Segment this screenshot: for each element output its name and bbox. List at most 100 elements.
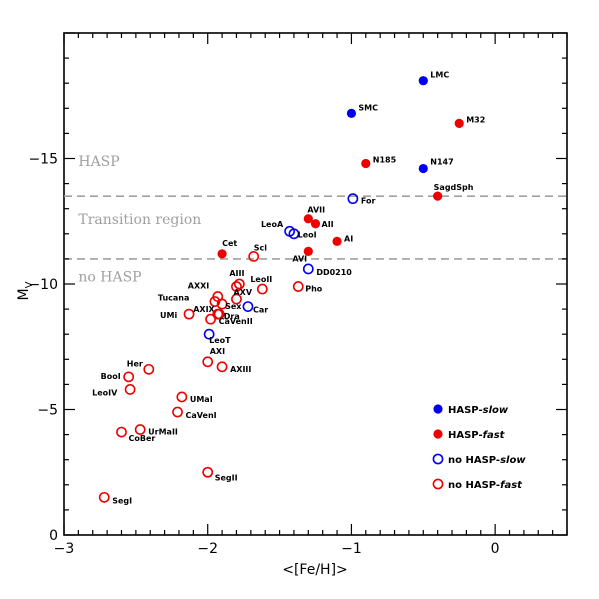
y-axis-title: MV <box>16 281 35 300</box>
point-aiii <box>233 278 245 290</box>
point-sagdsph <box>433 191 443 201</box>
y-axis-title-sub: V <box>24 281 35 288</box>
x-tick-label: 0 <box>491 541 500 557</box>
point-avii <box>303 214 313 224</box>
point-leot <box>203 328 215 340</box>
point-label-dra: Dra <box>224 312 240 321</box>
legend-marker-0 <box>433 404 443 414</box>
point-n147 <box>418 163 428 174</box>
point-label-pho: Pho <box>305 285 323 294</box>
legend-marker-3 <box>432 478 444 490</box>
x-tick-label: −2 <box>197 541 218 557</box>
point-umai <box>176 391 188 403</box>
point-caveni <box>172 406 183 418</box>
point-label-cavenii: CaVenII <box>219 317 253 326</box>
point-n185 <box>361 158 371 169</box>
point-for <box>347 193 359 205</box>
point-umi <box>183 308 195 320</box>
legend-label-1: HASP-fast <box>448 430 506 441</box>
point-sex <box>216 298 228 310</box>
y-tick-label: −5 <box>37 403 58 419</box>
point-label-axv: AXV <box>233 288 252 297</box>
point-label-axxi: AXXI <box>188 282 210 291</box>
legend-label-2: no HASP-slow <box>448 455 526 466</box>
point-her <box>143 363 155 375</box>
y-tick-label: −15 <box>28 152 58 168</box>
point-label-cet: Cet <box>222 239 237 248</box>
point-label-urmaii: UrMaII <box>148 428 178 437</box>
point-label-segi: SegI <box>112 496 132 505</box>
data-points: LMC SMC N147 M32 N185 SagdSph AVII AII AI AVI Cet F… <box>92 71 485 506</box>
point-smc <box>346 108 357 118</box>
point-label-umai: UMaI <box>190 395 213 404</box>
point-aii <box>310 219 321 229</box>
region-label: HASP <box>78 154 119 170</box>
legend: HASP-slow HASP-fast no HASP-slow no HASP-fa… <box>432 404 526 491</box>
point-label-for: For <box>361 197 376 206</box>
point-label-leot: LeoT <box>209 336 231 345</box>
point-urmaii <box>134 424 146 435</box>
point-axv <box>231 293 242 305</box>
point-label-n185: N185 <box>373 156 397 165</box>
point-label-tucana: Tucana <box>158 294 190 303</box>
region-label: Transition region <box>78 212 201 228</box>
point-label-scl: Scl <box>254 243 268 252</box>
point-axi <box>202 356 214 368</box>
point-label-smc: SMC <box>358 103 378 112</box>
legend-marker-2 <box>432 453 444 465</box>
point-ai <box>332 236 342 246</box>
point-label-n147: N147 <box>430 158 453 167</box>
point-leoii <box>256 283 268 295</box>
point-car <box>242 301 254 312</box>
x-tick-label: −3 <box>54 541 75 557</box>
point-segii <box>202 466 214 478</box>
point-label-leoi: LeoI <box>298 230 317 239</box>
x-tick-label: −1 <box>341 541 362 557</box>
point-segi <box>98 491 110 503</box>
point-label-sagdsph: SagdSph <box>434 183 474 192</box>
legend-label-3: no HASP-fast <box>448 480 523 491</box>
point-label-avi: AVI <box>292 254 307 263</box>
point-axiii <box>216 361 228 373</box>
legend-label-0: HASP-slow <box>448 405 509 416</box>
point-leoi <box>284 225 296 237</box>
point-pho <box>292 281 304 292</box>
region-label: no HASP <box>78 269 141 285</box>
point-label-her: Her <box>127 359 143 368</box>
legend-marker-1 <box>433 429 443 439</box>
point-scl <box>248 250 260 262</box>
region-labels: HASP Transition region no HASP <box>78 154 201 285</box>
point-label-lmc: LMC <box>430 71 449 80</box>
y-tick-label: 0 <box>49 528 58 544</box>
point-m32 <box>454 118 464 128</box>
point-label-axi: AXI <box>210 347 225 356</box>
point-tucana <box>209 296 221 307</box>
point-label-cober: CoBer <box>128 434 155 443</box>
point-leoiv <box>124 384 136 395</box>
point-label-axix: AXIX <box>193 305 215 314</box>
point-label-dd0210: DD0210 <box>316 268 352 277</box>
point-label-car: Car <box>253 306 268 315</box>
point-label-sex: Sex <box>225 302 242 311</box>
point-label-leoiv: LeoIV <box>92 388 118 397</box>
y-tick-label: −10 <box>28 277 58 293</box>
point-label-umi: UMi <box>160 311 177 320</box>
region-divider-lines <box>64 195 567 260</box>
point-label-axiii: AXIII <box>230 365 251 374</box>
point-dd0210 <box>302 263 314 275</box>
point-booi <box>123 371 135 383</box>
point-cet <box>217 249 227 259</box>
axis-ticks: −3 −2 −1 00−5−10−15 <box>28 32 568 557</box>
point-label-leoii: LeoII <box>250 275 272 284</box>
point-lmc <box>418 76 428 86</box>
point-label-ai: AI <box>344 234 353 243</box>
point-label-leoa: LeoA <box>261 220 284 229</box>
point-label-m32: M32 <box>466 115 485 124</box>
point-label-aii: AII <box>322 220 334 229</box>
y-axis-title-main: M <box>16 288 32 300</box>
point-avi <box>303 246 313 256</box>
point-label-aiii: AIII <box>229 269 244 278</box>
point-dra <box>212 308 224 320</box>
point-label-caveni: CaVenI <box>186 411 217 420</box>
